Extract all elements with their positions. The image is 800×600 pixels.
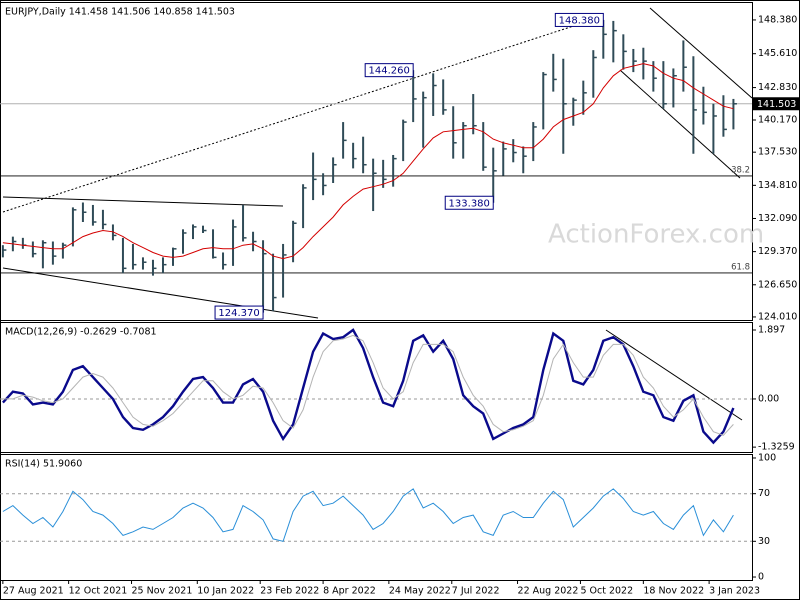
indicator-line [2, 334, 734, 436]
y-tick-label: 142.830 [758, 82, 797, 93]
annotation-label: 148.380 [559, 15, 600, 26]
y-tick-label: 30 [758, 536, 770, 547]
channel-line [619, 69, 741, 179]
price-annotation [444, 195, 494, 210]
price-annotation [214, 305, 264, 320]
y-tick-label: 132.090 [758, 213, 797, 224]
panel-title: EURJPY,Daily 141.458 141.506 140.858 141… [5, 7, 235, 18]
triangle-line [2, 267, 319, 319]
panel-title: RSI(14) 51.9060 [5, 459, 82, 470]
x-tick-label: 8 Apr 2022 [323, 586, 376, 597]
last-price-label: 141.503 [757, 99, 796, 110]
y-tick-label: -1.3259 [758, 442, 795, 453]
y-tick-label: 145.610 [758, 48, 797, 59]
macd-trend-line [605, 329, 743, 421]
x-tick-label: 5 Oct 2022 [580, 586, 633, 597]
x-tick-label: 18 Nov 2022 [643, 586, 704, 597]
watermark: ActionForex.com [548, 220, 764, 250]
trend-line [2, 17, 599, 213]
x-tick-label: 23 Feb 2022 [260, 586, 319, 597]
y-tick-label: 126.650 [758, 279, 797, 290]
price-panel [0, 2, 753, 321]
x-tick-label: 22 Aug 2022 [518, 586, 579, 597]
price-annotation [364, 63, 414, 78]
macd-panel [0, 322, 753, 453]
y-tick-label: 1.897 [758, 325, 785, 336]
y-tick-label: 124.010 [758, 311, 797, 322]
y-tick-label: 70 [758, 488, 770, 499]
indicator-line [2, 328, 735, 445]
panel-title: MACD(12,26,9) -0.2629 -0.7081 [5, 327, 157, 338]
x-tick-label: 24 May 2022 [389, 586, 451, 597]
fib-label: 38.2 [731, 165, 750, 175]
annotation-label: 144.260 [368, 66, 409, 77]
x-tick-label: 3 Jan 2023 [709, 586, 760, 597]
fib-label: 61.8 [731, 262, 750, 272]
annotation-label: 133.380 [449, 198, 490, 209]
annotation-label: 124.370 [218, 308, 259, 319]
y-tick-label: 129.370 [758, 246, 797, 257]
y-tick-label: 148.380 [758, 14, 797, 25]
x-tick-label: 27 Aug 2021 [3, 586, 64, 597]
y-tick-label: 134.810 [758, 180, 797, 191]
last-price-box [753, 97, 799, 111]
x-tick-label: 12 Oct 2021 [69, 586, 128, 597]
price-annotation [554, 12, 604, 27]
y-tick-label: 137.530 [758, 147, 797, 158]
moving-average [2, 63, 734, 260]
y-tick-label: 100 [758, 452, 776, 463]
indicator-line [2, 488, 734, 542]
x-tick-label: 25 Nov 2021 [132, 586, 193, 597]
triangle-line [2, 196, 284, 207]
channel-line [649, 7, 753, 99]
x-tick-label: 10 Jan 2022 [197, 586, 254, 597]
y-tick-label: 140.170 [758, 115, 797, 126]
x-tick-label: 7 Jul 2022 [452, 586, 500, 597]
rsi-panel [0, 454, 753, 581]
y-tick-label: 0 [758, 572, 764, 583]
y-tick-label: 0.00 [758, 393, 779, 404]
